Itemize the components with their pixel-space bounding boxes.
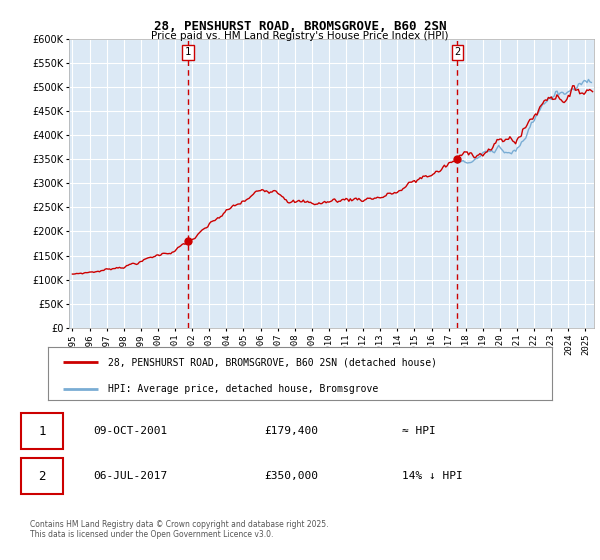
- Text: 09-OCT-2001: 09-OCT-2001: [93, 426, 167, 436]
- Text: 2: 2: [454, 47, 460, 57]
- Text: Contains HM Land Registry data © Crown copyright and database right 2025.
This d: Contains HM Land Registry data © Crown c…: [30, 520, 329, 539]
- Text: 06-JUL-2017: 06-JUL-2017: [93, 471, 167, 481]
- Text: 28, PENSHURST ROAD, BROMSGROVE, B60 2SN: 28, PENSHURST ROAD, BROMSGROVE, B60 2SN: [154, 20, 446, 32]
- Text: ≈ HPI: ≈ HPI: [402, 426, 436, 436]
- Text: 1: 1: [185, 47, 191, 57]
- Text: £350,000: £350,000: [264, 471, 318, 481]
- Text: HPI: Average price, detached house, Bromsgrove: HPI: Average price, detached house, Brom…: [109, 384, 379, 394]
- Text: 28, PENSHURST ROAD, BROMSGROVE, B60 2SN (detached house): 28, PENSHURST ROAD, BROMSGROVE, B60 2SN …: [109, 357, 437, 367]
- Text: 2: 2: [38, 469, 46, 483]
- Text: 14% ↓ HPI: 14% ↓ HPI: [402, 471, 463, 481]
- Text: Price paid vs. HM Land Registry's House Price Index (HPI): Price paid vs. HM Land Registry's House …: [151, 31, 449, 41]
- Text: 1: 1: [38, 424, 46, 438]
- Text: £179,400: £179,400: [264, 426, 318, 436]
